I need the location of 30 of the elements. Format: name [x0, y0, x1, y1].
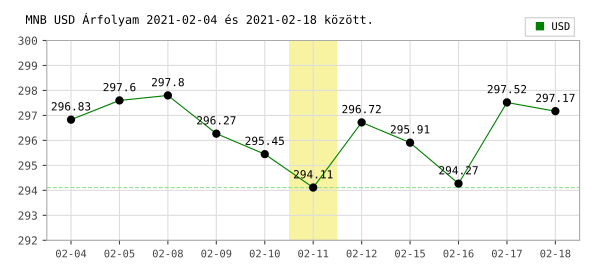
x-tick-label: 02-10: [250, 250, 280, 258]
x-tick-label: 02-12: [346, 250, 376, 258]
x-tick-label: 02-18: [540, 250, 570, 258]
data-label: 297.6: [104, 82, 136, 92]
data-label: 297.8: [152, 78, 184, 86]
y-tick-label: 300: [18, 36, 38, 45]
data-label: 297.17: [536, 94, 575, 102]
x-tick-label: 02-11: [298, 250, 328, 258]
x-tick-label: 02-05: [104, 250, 134, 258]
y-tick-label: 296: [18, 136, 38, 145]
y-tick-label: 292: [18, 236, 37, 245]
y-tick-label: 293: [18, 211, 37, 220]
chart-title: MNB USD Árfolyam 2021-02-04 és 2021-02-18 között.: [26, 12, 371, 26]
y-tick-label: 298: [18, 86, 38, 95]
y-tick-label: 295: [18, 161, 37, 170]
x-tick-label: 02-09: [201, 250, 232, 258]
data-label: 295.45: [246, 136, 284, 146]
data-label: 296.72: [342, 104, 381, 114]
data-label: 295.91: [390, 125, 430, 134]
x-tick-label: 02-16: [444, 250, 474, 258]
data-label: 296.83: [52, 102, 90, 111]
y-tick-label: 294: [18, 186, 38, 195]
data-label: 297.52: [488, 84, 526, 94]
x-tick-label: 02-15: [395, 250, 425, 258]
y-tick-label: 297: [18, 111, 37, 120]
legend-label: USD: [552, 22, 570, 30]
x-tick-label: 02-17: [492, 250, 522, 258]
y-tick-label: 299: [18, 61, 38, 70]
x-tick-label: 02-08: [152, 250, 183, 258]
x-tick-label: 02-04: [56, 250, 86, 258]
